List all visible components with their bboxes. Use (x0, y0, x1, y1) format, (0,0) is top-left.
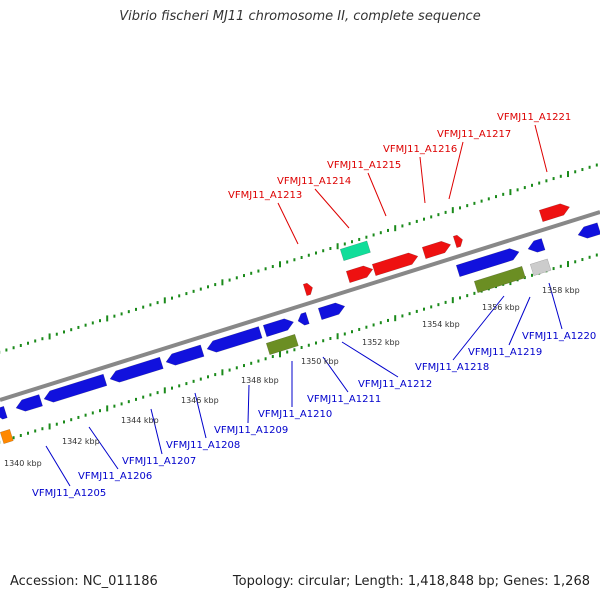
accession-text: Accession: NC_011186 (10, 574, 158, 589)
callout-line (419, 156, 426, 204)
tick-label-1354: 1354 kbp (422, 320, 460, 329)
tick-label-1356: 1356 kbp (482, 303, 520, 312)
gene-label-a1218[interactable]: VFMJ11_A1218 (415, 362, 489, 373)
gene-label-a1213[interactable]: VFMJ11_A1213 (228, 190, 302, 201)
tick-label-1352: 1352 kbp (362, 338, 400, 347)
chromosome-backbone (0, 210, 600, 402)
tick-label-1344: 1344 kbp (121, 416, 159, 425)
gene-block-olive[interactable] (265, 333, 299, 356)
gene-label-a1211[interactable]: VFMJ11_A1211 (307, 394, 381, 405)
gene-arrow-blue[interactable] (206, 326, 263, 353)
genome-stats-text: Topology: circular; Length: 1,418,848 bp… (232, 574, 590, 589)
gene-label-a1210[interactable]: VFMJ11_A1210 (258, 409, 332, 420)
gene-arrow-red[interactable] (421, 241, 452, 260)
gene-label-a1220[interactable]: VFMJ11_A1220 (522, 331, 596, 342)
map-title: Vibrio fischeri MJ11 chromosome II, comp… (119, 9, 481, 24)
gene-label-a1216[interactable]: VFMJ11_A1216 (383, 144, 457, 155)
gene-arrow-blue[interactable] (43, 373, 108, 403)
callout-line (314, 188, 350, 229)
tick-label-1346: 1346 kbp (181, 396, 219, 405)
gene-track (0, 203, 600, 445)
gene-arrow-blue[interactable] (165, 344, 205, 366)
callout-line (45, 445, 71, 487)
gene-arrow-blue[interactable] (262, 318, 294, 338)
tick-label-1350: 1350 kbp (301, 357, 339, 366)
gene-block-olive[interactable] (473, 265, 526, 294)
top-tick-track (0, 163, 598, 354)
gene-block-orange[interactable] (0, 428, 14, 445)
callout-line (448, 141, 464, 200)
gene-label-a1212[interactable]: VFMJ11_A1212 (358, 379, 432, 390)
callout-line (508, 296, 531, 346)
gene-arrow-blue[interactable] (455, 248, 520, 278)
callout-line (247, 384, 250, 424)
gene-label-a1215[interactable]: VFMJ11_A1215 (327, 160, 401, 171)
callout-line (452, 295, 505, 361)
gene-arrow-red[interactable] (371, 252, 419, 277)
gene-label-a1206[interactable]: VFMJ11_A1206 (78, 471, 152, 482)
gene-arrow-red[interactable] (302, 282, 313, 297)
tick-label-1348: 1348 kbp (241, 376, 279, 385)
gene-block-teal[interactable] (339, 240, 371, 262)
gene-label-a1221[interactable]: VFMJ11_A1221 (497, 112, 571, 123)
callout-line (277, 202, 299, 245)
gene-label-a1209[interactable]: VFMJ11_A1209 (214, 425, 288, 436)
gene-label-a1207[interactable]: VFMJ11_A1207 (122, 456, 196, 467)
gene-arrow-red[interactable] (345, 265, 374, 284)
callout-line (548, 282, 563, 330)
gene-block-gray[interactable] (529, 258, 552, 277)
gene-arrow-blue[interactable] (297, 311, 310, 326)
gene-arrow-blue[interactable] (527, 238, 546, 253)
callout-line (150, 408, 163, 455)
callout-line (367, 172, 387, 217)
tick-label-1342: 1342 kbp (62, 437, 100, 446)
gene-arrow-red[interactable] (538, 203, 570, 223)
callout-line (534, 124, 548, 173)
callout-line (341, 341, 399, 378)
gene-arrow-red[interactable] (452, 234, 463, 249)
gene-arrow-blue[interactable] (577, 222, 600, 239)
bottom-tick-track (0, 253, 598, 444)
callout-lines (45, 124, 563, 487)
gene-arrow-blue[interactable] (15, 394, 43, 412)
gene-label-a1217[interactable]: VFMJ11_A1217 (437, 129, 511, 140)
gene-label-a1205[interactable]: VFMJ11_A1205 (32, 488, 106, 499)
gene-arrow-blue[interactable] (109, 356, 164, 383)
gene-label-a1219[interactable]: VFMJ11_A1219 (468, 347, 542, 358)
gene-label-a1208[interactable]: VFMJ11_A1208 (166, 440, 240, 451)
gene-label-a1214[interactable]: VFMJ11_A1214 (277, 176, 351, 187)
gene-arrow-blue[interactable] (317, 302, 346, 321)
tick-label-1340: 1340 kbp (4, 459, 42, 468)
callout-line (88, 426, 119, 470)
callout-line (322, 356, 349, 393)
tick-label-1358: 1358 kbp (542, 286, 580, 295)
callout-line (194, 392, 207, 439)
gene-arrow-blue[interactable] (0, 405, 8, 420)
